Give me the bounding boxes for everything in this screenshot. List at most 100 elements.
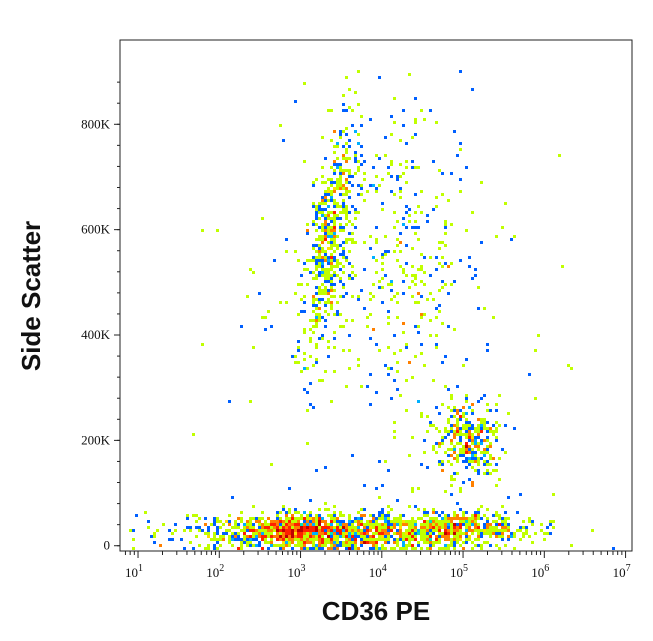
density-cell [387,469,390,472]
density-cell [321,274,324,277]
density-cell [324,226,327,229]
density-cell [384,136,387,139]
density-cell [339,169,342,172]
density-cell [429,319,432,322]
density-cell [480,532,483,535]
density-cell [450,538,453,541]
density-cell [387,250,390,253]
density-cell [405,226,408,229]
density-cell [330,178,333,181]
density-cell [285,538,288,541]
density-cell [369,541,372,544]
density-cell [471,211,474,214]
density-cell [213,538,216,541]
density-cell [456,502,459,505]
density-cell [306,391,309,394]
density-cell [315,268,318,271]
density-cell [405,529,408,532]
density-cell [444,244,447,247]
density-cell [261,538,264,541]
density-cell [333,541,336,544]
density-cell [294,520,297,523]
density-cell [456,409,459,412]
density-cell [444,430,447,433]
density-cell [282,547,285,550]
density-cell [315,259,318,262]
density-cell [399,265,402,268]
density-cell [300,535,303,538]
density-cell [297,529,300,532]
density-cell [426,220,429,223]
density-cell [411,160,414,163]
density-cell [447,514,450,517]
density-cell [324,541,327,544]
density-cell [276,514,279,517]
density-cell [309,520,312,523]
density-cell [387,373,390,376]
density-cell [354,160,357,163]
density-cell [345,127,348,130]
density-cell [303,388,306,391]
density-cell [468,517,471,520]
density-cell [408,286,411,289]
density-cell [444,526,447,529]
density-cell [264,538,267,541]
density-cell [462,415,465,418]
density-cell [462,451,465,454]
density-cell [339,175,342,178]
density-cell [321,250,324,253]
density-cell [375,529,378,532]
density-cell [429,526,432,529]
density-cell [435,121,438,124]
density-cell [495,436,498,439]
density-cell [402,172,405,175]
density-cell [333,514,336,517]
density-cell [327,280,330,283]
density-cell [327,340,330,343]
density-cell [303,328,306,331]
density-cell [327,247,330,250]
density-cell [345,211,348,214]
density-cell [477,400,480,403]
density-cell [444,232,447,235]
density-cell [333,265,336,268]
density-cell [345,178,348,181]
density-cell [453,523,456,526]
density-cell [336,163,339,166]
density-cell [471,412,474,415]
density-cell [321,283,324,286]
density-cell [339,223,342,226]
density-cell [351,520,354,523]
density-cell [306,541,309,544]
density-cell [480,421,483,424]
density-cell [294,100,297,103]
density-cell [279,517,282,520]
density-cell [354,91,357,94]
density-cell [390,190,393,193]
density-cell [309,517,312,520]
density-cell [387,505,390,508]
density-cell [465,457,468,460]
density-cell [294,508,297,511]
density-cell [330,523,333,526]
density-cell [504,544,507,547]
density-cell [465,229,468,232]
density-cell [357,211,360,214]
density-cell [345,214,348,217]
density-cell [405,547,408,550]
density-cell [330,184,333,187]
density-cell [363,541,366,544]
density-cell [426,214,429,217]
density-cell [450,448,453,451]
density-cell [498,517,501,520]
density-cell [450,424,453,427]
density-cell [423,523,426,526]
density-cell [213,523,216,526]
density-cell [441,322,444,325]
density-cell [345,76,348,79]
density-cell [324,538,327,541]
density-cell [267,310,270,313]
density-cell [486,349,489,352]
density-cell [384,532,387,535]
density-cell [300,523,303,526]
